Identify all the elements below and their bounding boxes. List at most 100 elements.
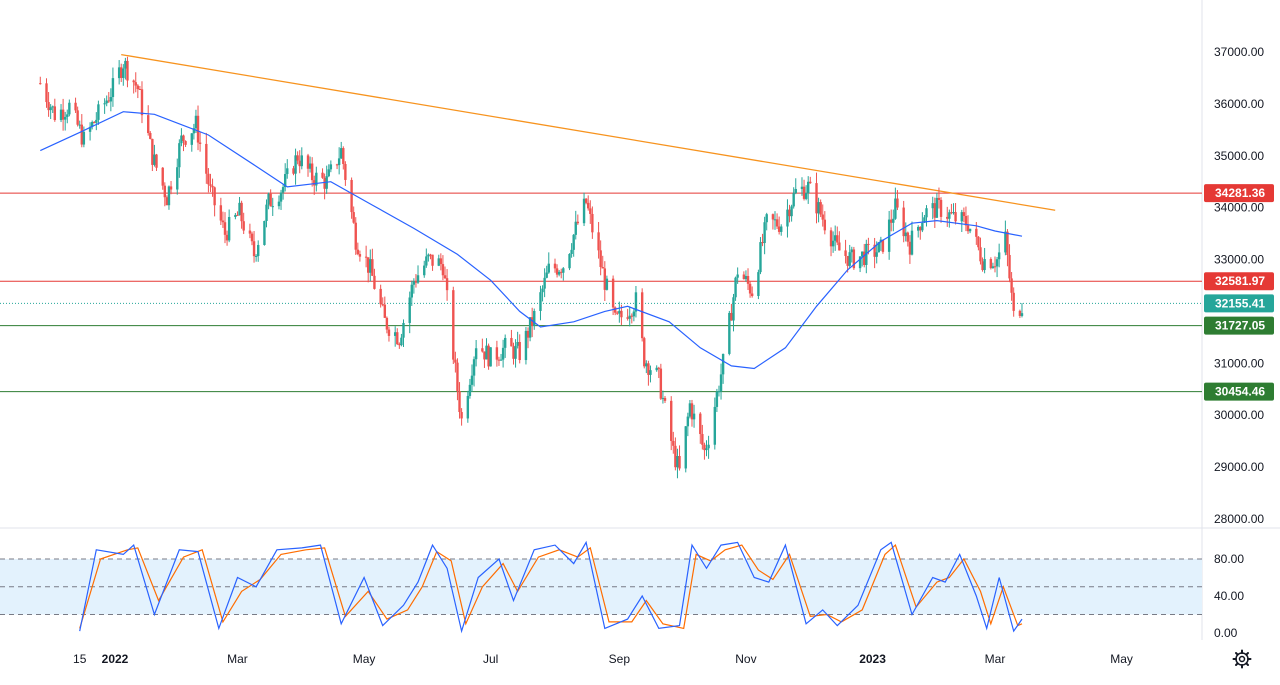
candle-body	[553, 263, 557, 269]
candle	[495, 340, 499, 367]
candle-body	[620, 310, 623, 318]
candle-body	[728, 312, 731, 354]
candle	[848, 244, 851, 269]
candle	[790, 204, 793, 222]
candle-body	[385, 317, 389, 330]
gear-icon[interactable]	[1230, 647, 1254, 671]
candle-body	[373, 275, 376, 289]
candle	[663, 396, 667, 403]
candle	[49, 104, 52, 120]
candle	[269, 189, 272, 207]
candle-body	[240, 202, 243, 222]
candle	[690, 399, 694, 427]
candle-body	[948, 212, 951, 219]
candle-body	[134, 82, 137, 86]
candle	[742, 271, 746, 280]
candle-body	[852, 249, 856, 269]
candle	[300, 147, 303, 170]
candle	[242, 212, 245, 235]
candle	[819, 199, 822, 218]
candle-body	[194, 115, 198, 129]
candle-body	[483, 351, 486, 360]
candle-body	[205, 143, 208, 174]
candle	[61, 98, 65, 131]
candle	[684, 425, 687, 473]
candle-body	[425, 256, 428, 266]
candle-body	[746, 275, 750, 284]
candle-body	[547, 263, 550, 273]
candle-body	[894, 198, 897, 219]
badge-bg	[1204, 382, 1274, 401]
candle	[425, 248, 428, 268]
candle-body	[800, 186, 804, 189]
moving-average-line	[40, 111, 1023, 370]
candle-body	[937, 197, 941, 200]
candle	[431, 254, 434, 271]
time-axis-label: 15	[73, 652, 87, 666]
candle-body	[512, 346, 515, 359]
candle	[632, 308, 636, 322]
candle	[396, 328, 399, 346]
candle-body	[367, 257, 370, 273]
time-axis-label: Sep	[609, 652, 631, 666]
candle	[252, 231, 256, 263]
candle	[95, 112, 98, 131]
candle-body	[402, 322, 405, 338]
time-axis-label: Mar	[985, 652, 1006, 666]
candle-body	[572, 234, 575, 250]
candle	[385, 316, 389, 334]
candle-body	[124, 60, 127, 69]
candle-body	[196, 115, 200, 143]
candle-body	[340, 148, 343, 159]
candle	[759, 237, 762, 275]
candle-body	[736, 274, 739, 278]
candle-body	[524, 330, 528, 361]
candle-body	[659, 368, 663, 399]
candle	[750, 286, 754, 298]
candle	[117, 60, 121, 85]
candle	[236, 211, 239, 216]
candle	[497, 356, 501, 366]
candle-body	[95, 119, 98, 123]
candle	[979, 237, 982, 265]
candle-body	[180, 135, 183, 144]
candle-body	[744, 275, 748, 280]
candle-body	[122, 68, 125, 78]
candle-body	[844, 250, 847, 256]
price-badges: 34281.36 32581.97 31727.05 30454.46 32155.41	[1204, 184, 1274, 401]
candle-body	[647, 363, 650, 375]
candle-body	[568, 253, 571, 269]
candle	[134, 72, 137, 93]
candle	[541, 285, 544, 302]
candle	[379, 284, 382, 308]
candle	[823, 211, 827, 235]
candle	[699, 412, 702, 444]
candle-body	[684, 426, 687, 469]
candle-body	[742, 274, 746, 280]
candle	[356, 242, 360, 256]
candle-body	[105, 100, 108, 104]
candle	[198, 132, 202, 152]
oscillator-axis-label: 0.00	[1214, 626, 1238, 640]
candle-body	[836, 235, 839, 243]
candle-body	[248, 230, 252, 234]
trend-line	[121, 53, 1056, 211]
candle	[468, 378, 472, 399]
candle-body	[640, 292, 644, 339]
candle	[734, 276, 737, 301]
candle	[1018, 309, 1022, 319]
candle	[400, 333, 403, 347]
candle-body	[562, 268, 565, 273]
candle-body	[225, 234, 229, 241]
candle-body	[790, 206, 793, 217]
candle-body	[257, 244, 260, 256]
candle-body	[458, 391, 461, 413]
candle	[553, 258, 557, 273]
candle	[439, 253, 443, 271]
candle	[352, 206, 355, 224]
candle	[659, 363, 663, 400]
candle-body	[555, 268, 559, 275]
candle-body	[902, 207, 905, 237]
